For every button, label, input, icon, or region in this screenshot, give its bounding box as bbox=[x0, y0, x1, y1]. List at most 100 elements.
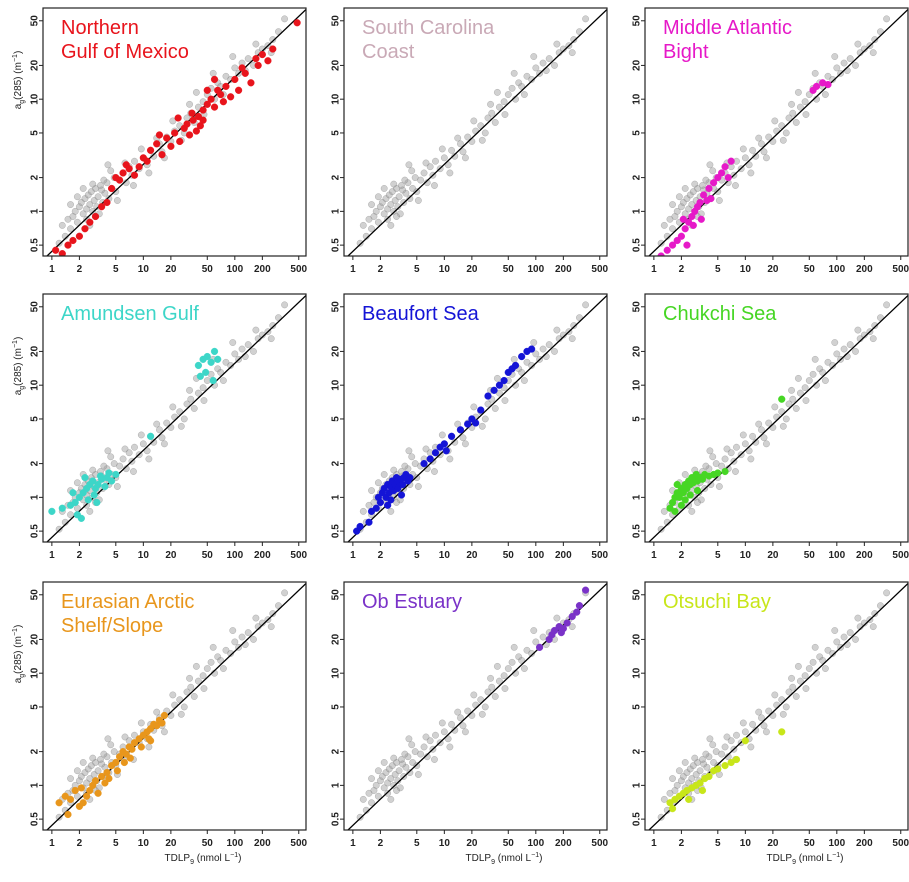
background-point bbox=[794, 662, 802, 670]
background-point bbox=[493, 88, 501, 96]
x-tick-label: 500 bbox=[290, 550, 307, 561]
background-point bbox=[186, 674, 194, 682]
background-point bbox=[200, 397, 208, 404]
region-point bbox=[91, 212, 100, 221]
background-point bbox=[468, 711, 476, 719]
background-point bbox=[673, 781, 681, 789]
region-point bbox=[81, 225, 89, 233]
background-point bbox=[510, 355, 518, 363]
background-point bbox=[539, 59, 547, 67]
background-point bbox=[398, 756, 405, 763]
background-point bbox=[545, 55, 553, 63]
background-point bbox=[139, 440, 147, 448]
background-point bbox=[137, 719, 145, 727]
background-point bbox=[769, 137, 777, 145]
background-point bbox=[398, 182, 405, 189]
background-point bbox=[721, 743, 729, 751]
background-point bbox=[760, 148, 768, 156]
background-point bbox=[67, 201, 74, 209]
region-point bbox=[146, 432, 155, 440]
background-point bbox=[97, 182, 104, 189]
region-point bbox=[581, 586, 590, 594]
background-point bbox=[390, 466, 398, 474]
background-point bbox=[374, 479, 382, 487]
background-point bbox=[510, 69, 518, 77]
y-axis-label: ag(285) (m−1) bbox=[12, 337, 26, 396]
background-point bbox=[116, 462, 124, 470]
background-point bbox=[372, 207, 380, 215]
background-point bbox=[709, 167, 717, 175]
background-point bbox=[671, 787, 679, 794]
background-point bbox=[819, 656, 827, 664]
region-point bbox=[94, 789, 102, 797]
background-point bbox=[765, 419, 773, 427]
background-point bbox=[384, 789, 392, 797]
background-point bbox=[145, 743, 153, 751]
background-point bbox=[741, 154, 749, 162]
background-point bbox=[187, 395, 195, 403]
region-point bbox=[155, 131, 164, 139]
background-point bbox=[545, 341, 553, 349]
x-tick-label: 1 bbox=[49, 838, 55, 849]
region-point bbox=[89, 477, 97, 485]
region-point bbox=[210, 75, 219, 84]
region-point bbox=[210, 347, 219, 356]
background-point bbox=[805, 665, 813, 672]
region-point bbox=[90, 491, 98, 499]
y-tick-label: 2 bbox=[30, 748, 41, 754]
background-point bbox=[671, 213, 679, 220]
background-point bbox=[408, 167, 416, 175]
background-point bbox=[75, 777, 83, 785]
background-point bbox=[749, 720, 757, 728]
background-point bbox=[741, 440, 749, 448]
panel-3: 1 2 5 10 20 50 100 200 500 0.5 1 2 5 10 20 50 Middle Atl… bbox=[632, 7, 909, 275]
region-point bbox=[235, 86, 243, 94]
background-point bbox=[131, 443, 138, 451]
region-point bbox=[472, 419, 480, 427]
background-point bbox=[688, 507, 696, 515]
y-tick-label: 50 bbox=[331, 15, 342, 27]
background-point bbox=[785, 114, 793, 122]
background-point bbox=[811, 69, 819, 77]
background-point bbox=[143, 447, 151, 455]
y-tick-label: 1 bbox=[30, 208, 41, 214]
background-point bbox=[508, 658, 516, 666]
background-point bbox=[500, 98, 508, 106]
background-point bbox=[487, 100, 495, 108]
background-point bbox=[459, 434, 467, 442]
x-tick-label: 10 bbox=[439, 550, 451, 561]
region-point bbox=[683, 241, 691, 249]
region-point bbox=[698, 786, 707, 795]
background-point bbox=[757, 426, 765, 434]
region-point bbox=[128, 745, 136, 753]
background-point bbox=[802, 111, 810, 118]
background-point bbox=[79, 185, 87, 192]
x-tick-label: 10 bbox=[740, 264, 752, 275]
background-point bbox=[542, 353, 550, 361]
background-point bbox=[691, 180, 699, 188]
background-point bbox=[669, 225, 676, 233]
background-point bbox=[241, 641, 249, 649]
background-point bbox=[532, 350, 540, 358]
background-point bbox=[831, 627, 839, 634]
y-tick-label: 50 bbox=[632, 15, 643, 27]
background-point bbox=[438, 431, 446, 439]
background-point bbox=[757, 140, 765, 148]
region-point bbox=[113, 767, 121, 775]
x-tick-label: 2 bbox=[378, 264, 384, 275]
x-tick-label: 500 bbox=[591, 550, 608, 561]
region-point bbox=[122, 161, 130, 169]
background-point bbox=[501, 685, 509, 692]
y-tick-label: 1 bbox=[331, 494, 342, 500]
region-point bbox=[490, 386, 498, 394]
background-point bbox=[696, 767, 704, 775]
region-point bbox=[84, 496, 92, 504]
region-point bbox=[293, 19, 301, 27]
background-point bbox=[380, 185, 388, 192]
background-point bbox=[203, 377, 211, 384]
background-point bbox=[657, 813, 665, 821]
panel-title: Eurasian Arctic Shelf/Slope bbox=[61, 591, 194, 637]
background-point bbox=[860, 45, 868, 53]
x-axis-label: TDLP9 (nmol L−1) bbox=[165, 852, 242, 866]
panel-1: 1 2 5 10 20 50 100 200 500 0.5 1 2 5 10 20 50 Northern Gu… bbox=[12, 7, 308, 275]
